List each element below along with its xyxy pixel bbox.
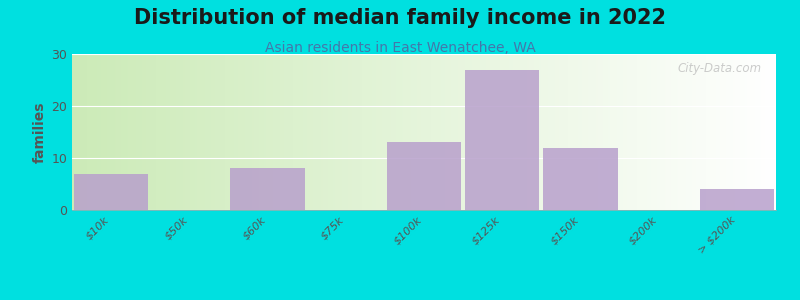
Text: Distribution of median family income in 2022: Distribution of median family income in … — [134, 8, 666, 28]
Bar — [543, 148, 618, 210]
Bar — [230, 168, 305, 210]
Bar — [74, 174, 148, 210]
Text: Asian residents in East Wenatchee, WA: Asian residents in East Wenatchee, WA — [265, 40, 535, 55]
Y-axis label: families: families — [33, 101, 47, 163]
Bar — [465, 70, 539, 210]
Bar — [700, 189, 774, 210]
Bar — [387, 142, 461, 210]
Text: City-Data.com: City-Data.com — [678, 62, 762, 75]
